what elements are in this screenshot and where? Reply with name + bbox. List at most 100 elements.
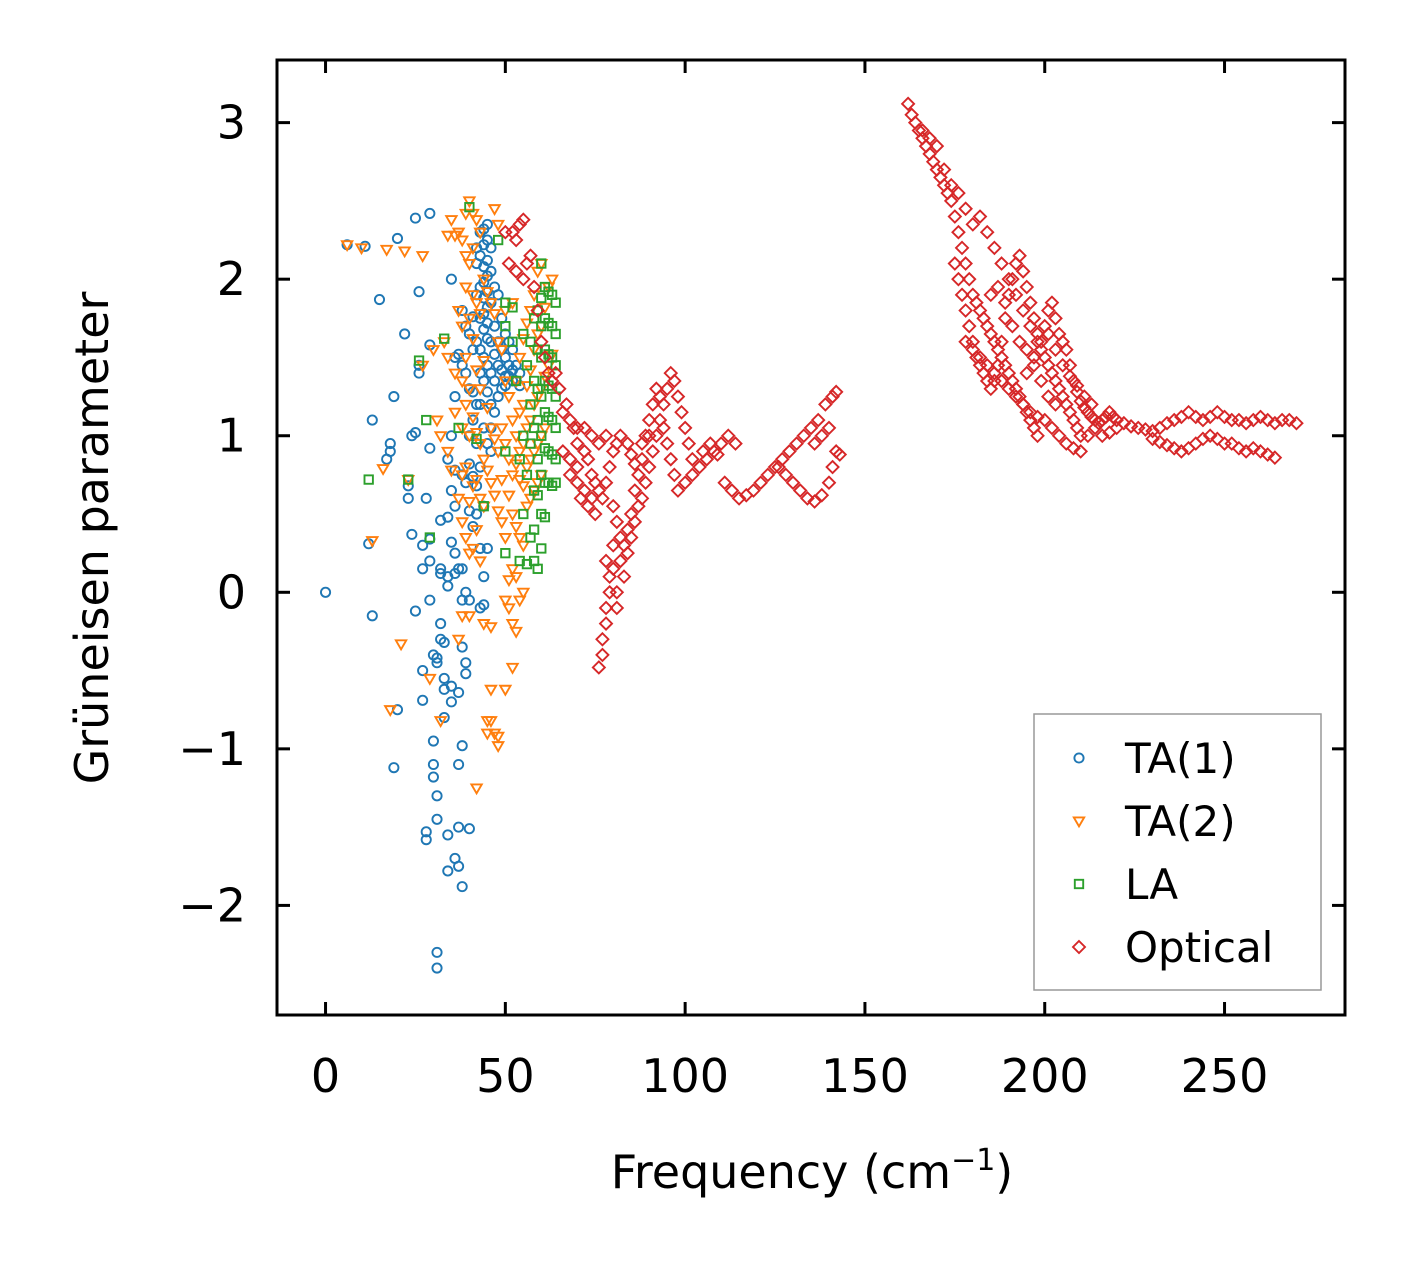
data-point <box>670 389 686 404</box>
data-point <box>516 587 531 600</box>
data-point <box>1145 431 1160 447</box>
data-point <box>498 376 513 389</box>
data-point <box>448 407 462 420</box>
data-point <box>505 564 520 577</box>
data-point <box>502 490 516 503</box>
data-point <box>445 696 457 708</box>
data-point <box>807 436 822 451</box>
data-point <box>800 491 815 506</box>
legend-item: Optical <box>1071 923 1273 972</box>
data-point <box>456 740 468 752</box>
data-point <box>397 246 412 259</box>
data-point <box>1145 423 1160 439</box>
data-point <box>990 279 1006 295</box>
data-point <box>814 487 830 503</box>
data-point <box>994 373 1009 389</box>
data-point <box>505 509 520 522</box>
data-point <box>961 318 977 334</box>
data-point <box>832 447 848 462</box>
data-point <box>598 553 614 569</box>
data-point <box>484 622 498 635</box>
data-point <box>481 254 493 266</box>
legend: TA(1) TA(2) LA Optical <box>1033 713 1322 991</box>
data-point <box>627 456 643 472</box>
data-point <box>1044 295 1060 311</box>
series-la <box>363 202 561 574</box>
data-point <box>440 352 455 365</box>
legend-label: Optical <box>1125 923 1273 972</box>
data-point <box>514 454 525 465</box>
data-point <box>627 514 643 530</box>
data-point <box>605 537 621 553</box>
data-point <box>1015 264 1031 279</box>
data-point <box>469 525 484 537</box>
data-point <box>539 511 551 523</box>
data-point <box>413 355 425 366</box>
data-point <box>778 467 794 483</box>
data-point <box>402 492 414 504</box>
data-point <box>1058 436 1074 451</box>
data-point <box>469 475 484 487</box>
data-point <box>444 465 459 478</box>
data-point <box>1202 428 1218 444</box>
data-point <box>458 532 473 545</box>
data-point <box>821 420 837 436</box>
data-point <box>509 572 523 584</box>
data-point <box>1037 412 1053 428</box>
data-point <box>469 428 484 440</box>
data-point <box>559 397 574 412</box>
data-point <box>455 235 470 248</box>
data-point <box>502 603 516 616</box>
data-point <box>958 201 973 217</box>
legend-label: TA(2) <box>1124 797 1236 846</box>
data-point <box>566 420 582 436</box>
data-point <box>494 475 509 487</box>
data-point <box>609 584 625 600</box>
data-point <box>550 297 561 308</box>
data-point <box>818 397 833 412</box>
data-point <box>487 309 502 321</box>
data-point <box>616 569 632 584</box>
y-axis-label: Grüneisen parameter <box>65 291 119 784</box>
data-point <box>505 662 520 675</box>
data-point <box>512 595 527 608</box>
data-point <box>929 138 945 154</box>
data-point <box>659 381 675 397</box>
data-point <box>979 357 995 373</box>
data-point <box>420 826 432 838</box>
data-point <box>1084 397 1099 412</box>
data-point <box>420 492 432 504</box>
data-point <box>453 686 465 699</box>
data-point <box>456 304 468 317</box>
data-points-layer <box>319 96 1304 974</box>
data-point <box>947 256 963 271</box>
data-point <box>463 823 475 835</box>
data-point <box>584 491 599 506</box>
data-point <box>677 420 693 436</box>
data-point <box>420 834 432 846</box>
data-point <box>473 556 488 569</box>
data-point <box>1289 415 1304 431</box>
data-point <box>476 274 491 287</box>
data-point <box>478 599 490 611</box>
data-point <box>426 345 441 357</box>
plot-frame <box>275 58 1347 1017</box>
x-tick-label: 150 <box>821 1049 909 1103</box>
data-point <box>481 386 493 398</box>
data-point <box>634 451 650 467</box>
data-point <box>1195 412 1211 428</box>
data-point <box>521 558 533 570</box>
data-point <box>481 218 493 230</box>
data-point <box>620 436 635 451</box>
data-point <box>424 555 436 567</box>
data-point <box>1238 444 1254 459</box>
data-point <box>1005 271 1020 287</box>
data-point <box>782 444 797 459</box>
data-point <box>448 368 462 381</box>
legend-marker <box>1073 878 1085 890</box>
data-point <box>789 436 804 451</box>
data-point <box>498 439 513 451</box>
data-point <box>451 493 466 506</box>
data-point <box>431 813 443 825</box>
data-point <box>520 381 534 393</box>
